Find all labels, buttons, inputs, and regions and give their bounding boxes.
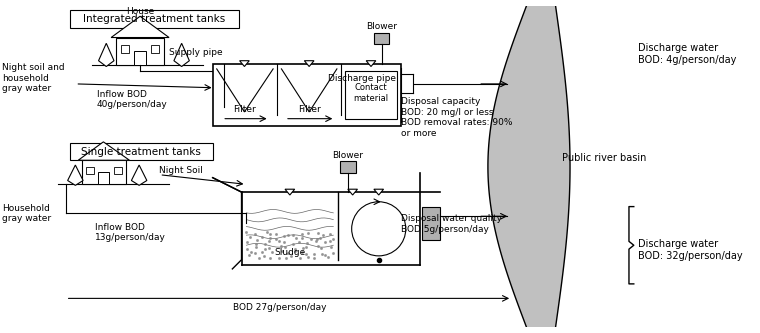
Polygon shape (131, 165, 147, 185)
Bar (213, 64, 401, 127)
Text: Single treatment tanks: Single treatment tanks (81, 147, 201, 157)
Polygon shape (374, 189, 384, 195)
Polygon shape (78, 142, 129, 160)
Text: Integrated treatment tanks: Integrated treatment tanks (84, 14, 226, 24)
Text: Disposal water quality
BOD 5g/person/day: Disposal water quality BOD 5g/person/day (401, 214, 502, 234)
Polygon shape (366, 61, 376, 67)
Text: Public river basin: Public river basin (562, 153, 647, 163)
Bar (135, 51, 146, 65)
Bar (86, 167, 93, 174)
Polygon shape (239, 61, 249, 67)
Text: Night soil and
household
gray water: Night soil and household gray water (2, 63, 65, 93)
Bar (114, 167, 122, 174)
Bar (121, 45, 129, 53)
Polygon shape (99, 43, 114, 67)
Polygon shape (285, 189, 295, 195)
Text: House: House (126, 7, 154, 16)
Polygon shape (488, 6, 734, 327)
Text: BOD 27g/person/day: BOD 27g/person/day (233, 303, 327, 312)
Text: Filter: Filter (298, 105, 321, 114)
Bar (70, 143, 213, 160)
Text: Household
gray water: Household gray water (2, 204, 51, 223)
Polygon shape (556, 6, 734, 327)
Bar (70, 10, 239, 28)
Polygon shape (348, 189, 357, 195)
Bar (374, 33, 389, 44)
Text: Supply pipe: Supply pipe (169, 48, 223, 57)
Text: Inflow BOD
13g/person/day: Inflow BOD 13g/person/day (95, 223, 166, 242)
Text: Blower: Blower (366, 22, 397, 31)
Text: Discharge water
BOD: 4g/person/day: Discharge water BOD: 4g/person/day (638, 43, 736, 65)
Polygon shape (174, 43, 189, 67)
Polygon shape (304, 61, 314, 67)
Bar (340, 161, 356, 173)
Bar (82, 160, 125, 184)
Bar (423, 206, 439, 240)
Polygon shape (68, 165, 83, 185)
Bar (150, 45, 160, 53)
Text: Contact
material: Contact material (353, 83, 388, 103)
Text: Sludge: Sludge (274, 248, 306, 257)
Text: Inflow BOD
40g/person/day: Inflow BOD 40g/person/day (97, 90, 167, 109)
Text: Night Soil: Night Soil (160, 166, 203, 175)
Text: Discharge pipe: Discharge pipe (328, 74, 397, 83)
Polygon shape (111, 16, 169, 38)
Text: Blower: Blower (332, 151, 363, 160)
Bar (116, 38, 164, 65)
Bar (97, 172, 109, 184)
Text: Disposal capacity
BOD: 20 mg/l or less
BOD removal rates: 90%
or more: Disposal capacity BOD: 20 mg/l or less B… (401, 98, 512, 138)
Bar (345, 71, 397, 119)
Text: Discharge water
BOD: 32g/person/day: Discharge water BOD: 32g/person/day (638, 239, 743, 261)
Text: Filter: Filter (233, 105, 256, 114)
